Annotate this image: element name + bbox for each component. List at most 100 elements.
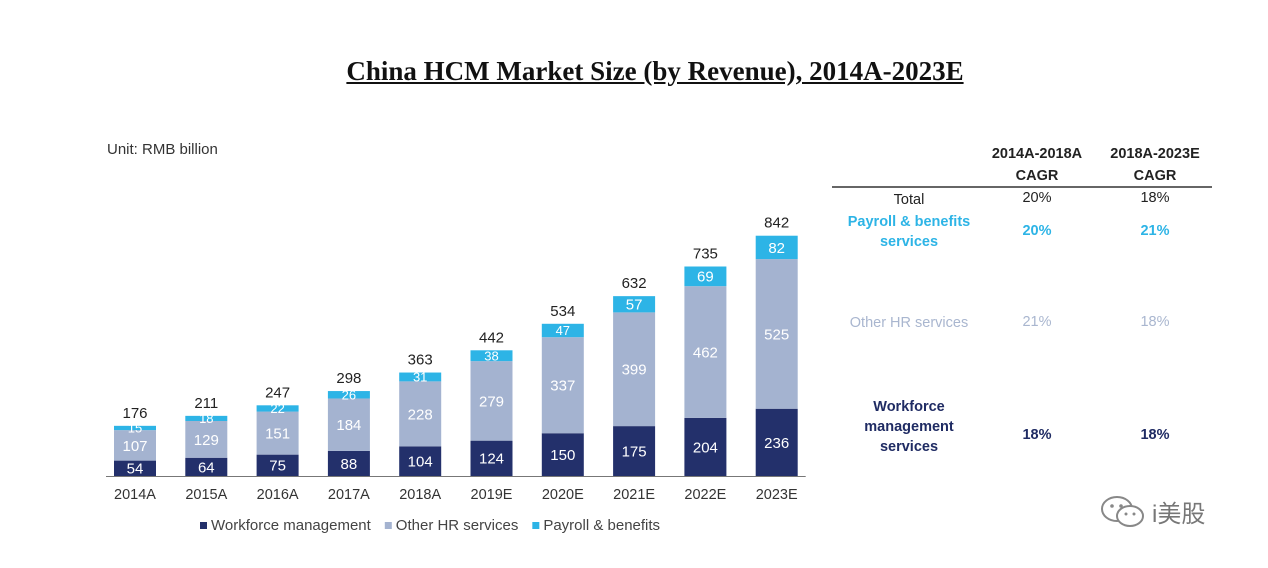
x-tick-label: 2015A	[185, 487, 227, 503]
segment-label: 462	[693, 344, 718, 361]
bar-segment	[613, 426, 656, 476]
unit-label: Unit: RMB billion	[107, 141, 218, 158]
segment-label: 104	[408, 454, 433, 471]
row-total-v1: 20%	[1022, 190, 1052, 206]
total-label: 211	[194, 395, 218, 412]
bar-segment	[256, 405, 299, 412]
total-label: 442	[479, 329, 504, 346]
row-label-workforce: Workforce management services	[864, 399, 954, 455]
bar-segment	[470, 440, 513, 476]
x-tick-label: 2018A	[399, 487, 441, 503]
bar-segment	[185, 415, 228, 421]
segment-label: 47	[556, 323, 570, 338]
bar-segment	[114, 460, 156, 476]
segment-label: 26	[342, 387, 356, 402]
bar-segment	[755, 235, 798, 260]
bar-segment	[684, 417, 727, 476]
row-payroll-v1: 20%	[1022, 223, 1052, 239]
x-tick-label: 2023E	[756, 487, 798, 503]
row-other-v1: 21%	[1022, 314, 1052, 330]
segment-label: 279	[479, 393, 504, 410]
bar-segment	[327, 398, 370, 451]
bar-segment	[399, 372, 442, 382]
segment-label: 38	[484, 348, 498, 363]
segment-label: 75	[269, 458, 286, 475]
segment-label: 54	[127, 461, 144, 478]
row-workforce-v1: 18%	[1022, 427, 1052, 443]
total-label: 842	[764, 215, 789, 232]
x-tick-label: 2016A	[257, 487, 299, 503]
x-tick-label: 2020E	[542, 487, 584, 503]
bar-segment	[185, 420, 228, 458]
bar-segment	[541, 433, 584, 476]
legend-label: Workforce management	[211, 517, 372, 534]
segment-label: 184	[336, 417, 361, 434]
segment-label: 31	[413, 370, 427, 385]
bar-segment	[399, 446, 442, 476]
legend-swatch	[532, 522, 540, 529]
bar-segment	[613, 312, 656, 427]
bar-segment	[684, 266, 727, 287]
x-tick-label: 2021E	[613, 487, 655, 503]
total-label: 632	[622, 275, 647, 292]
row-total-v2: 18%	[1140, 190, 1170, 206]
segment-label: 57	[626, 297, 643, 314]
segment-label: 129	[194, 432, 219, 449]
segment-label: 124	[479, 451, 504, 468]
bar-segment	[541, 323, 584, 338]
cagr-col1-header: 2014A-2018A CAGR	[991, 146, 1083, 184]
segment-label: 88	[341, 456, 358, 473]
segment-label: 15	[128, 421, 142, 436]
bar-segment	[327, 450, 370, 476]
segment-label: 64	[198, 459, 215, 476]
total-label: 735	[693, 245, 718, 262]
bar-segment	[470, 361, 513, 441]
row-label-payroll: Payroll & benefits services	[847, 214, 971, 250]
legend-swatch	[200, 522, 207, 529]
x-tick-label: 2022E	[684, 487, 726, 503]
row-label-total: Total	[893, 192, 925, 208]
bar-segment	[256, 454, 299, 476]
cagr-col2-header: 2018A-2023E CAGR	[1110, 146, 1200, 184]
bar-segment	[684, 286, 727, 418]
bar-segment	[327, 391, 370, 399]
segment-label: 399	[622, 362, 647, 379]
segment-label: 82	[768, 240, 785, 257]
segment-label: 107	[122, 438, 147, 455]
segment-label: 22	[270, 401, 284, 416]
chart-title: China HCM Market Size (by Revenue), 2014…	[346, 56, 964, 86]
bar-segment	[256, 411, 299, 455]
total-label: 298	[336, 370, 361, 387]
segment-label: 151	[265, 426, 290, 443]
legend-swatch	[384, 522, 392, 529]
bar-segment	[755, 259, 798, 409]
segment-label: 18	[199, 411, 213, 426]
segment-label: 175	[622, 443, 647, 460]
segment-label: 69	[697, 269, 714, 286]
segment-label: 525	[764, 326, 789, 343]
wechat-icon	[1101, 495, 1144, 527]
segment-label: 228	[408, 406, 433, 423]
total-label: 363	[408, 352, 433, 369]
row-payroll-v2: 21%	[1140, 223, 1170, 239]
legend-label: Other HR services	[396, 517, 519, 534]
total-label: 176	[122, 405, 147, 422]
segment-label: 236	[764, 435, 789, 452]
row-label-other: Other HR services	[849, 315, 969, 331]
legend-label: Payroll & benefits	[543, 517, 660, 534]
x-tick-label: 2019E	[471, 487, 513, 503]
total-label: 534	[550, 303, 575, 320]
bar-segment	[114, 425, 156, 431]
row-other-v2: 18%	[1140, 314, 1170, 330]
bar-segment	[185, 457, 228, 476]
bar-segment	[541, 337, 584, 434]
row-workforce-v2: 18%	[1140, 427, 1170, 443]
x-tick-label: 2014A	[114, 487, 156, 503]
bar-segment	[114, 430, 156, 461]
x-tick-label: 2017A	[328, 487, 370, 503]
watermark: i美股	[1100, 494, 1205, 529]
segment-label: 337	[550, 378, 575, 395]
table-divider	[832, 186, 1212, 188]
bar-segment	[399, 381, 442, 447]
